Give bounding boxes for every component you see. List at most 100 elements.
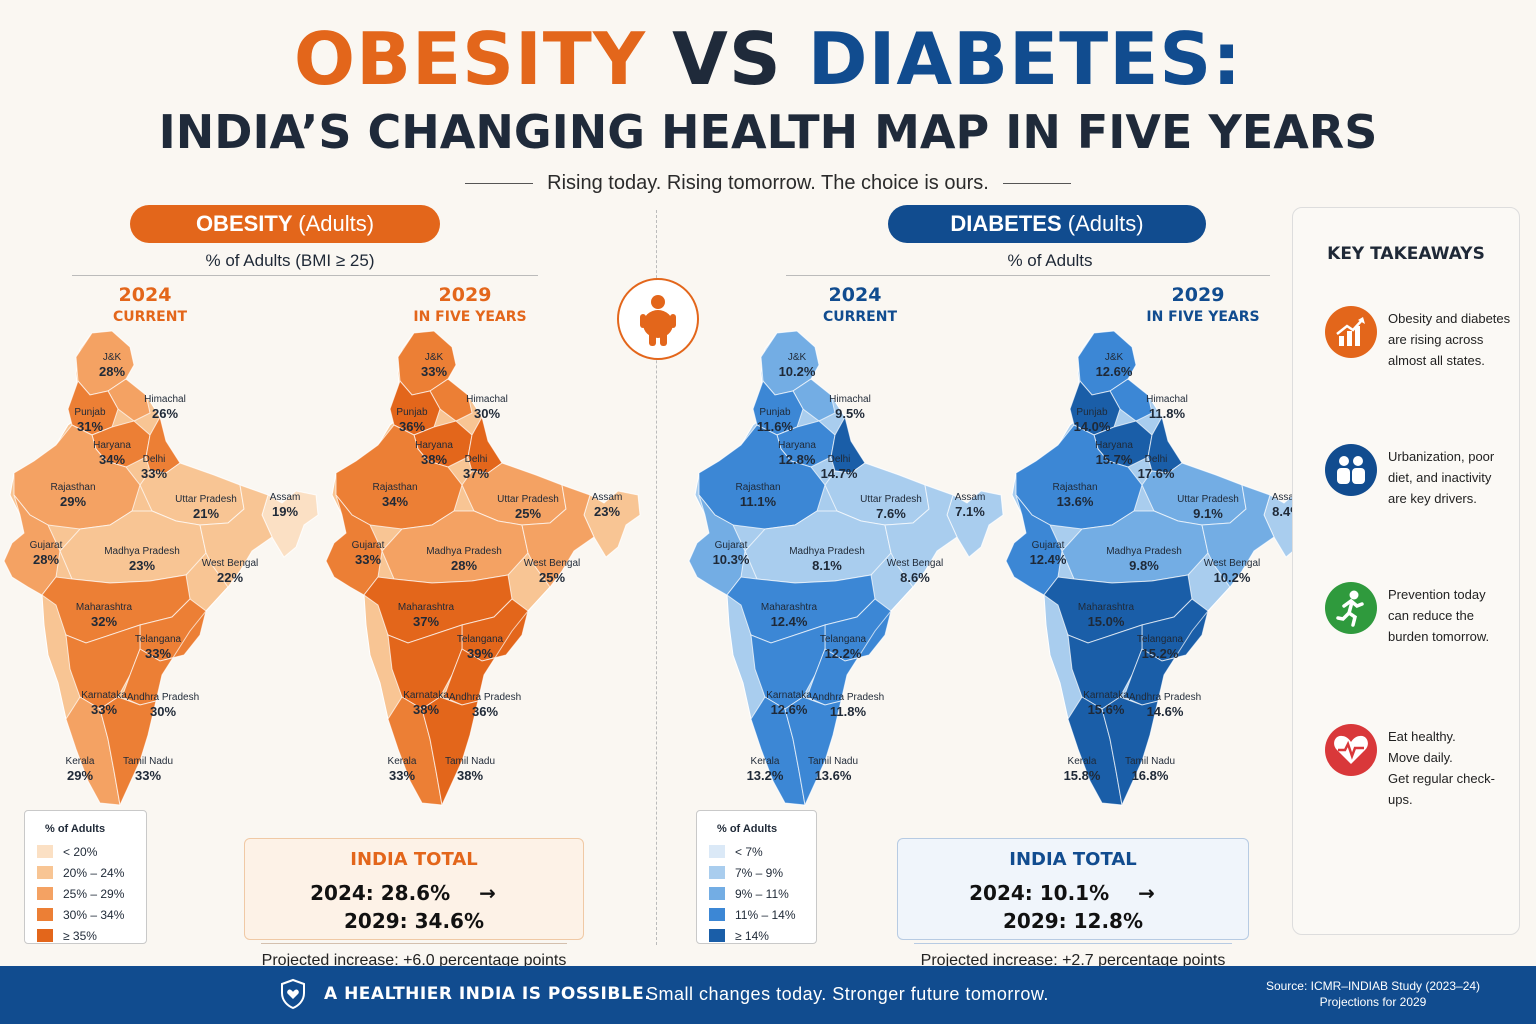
state-name: Himachal	[144, 394, 186, 405]
state-value: 37%	[462, 466, 490, 481]
state-name: Karnataka	[1083, 690, 1129, 701]
state-value: 11.6%	[756, 419, 794, 434]
diabetes-projected: Projected increase: +2.7 percentage poin…	[920, 952, 1226, 969]
state-name: Punjab	[74, 407, 106, 418]
state-name: West Bengal	[1203, 558, 1261, 569]
obesity-2029-region-tamil-nadu	[421, 696, 479, 807]
state-value: 38%	[456, 768, 484, 783]
state-value: 14.7%	[820, 466, 858, 481]
main-title: OBESITY VS DIABETES:	[0, 14, 1536, 104]
state-name: Madhya Pradesh	[789, 546, 865, 557]
state-value: 15.2%	[1141, 646, 1179, 661]
subtitle: INDIA’S CHANGING HEALTH MAP IN FIVE YEAR…	[158, 105, 1378, 159]
state-name: Madhya Pradesh	[1106, 546, 1182, 557]
shield-icon	[280, 978, 306, 1010]
state-name: Uttar Pradesh	[1177, 494, 1239, 505]
state-name: Gujarat	[351, 540, 385, 551]
state-value: 8.1%	[812, 558, 842, 573]
tagline: Rising today. Rising tomorrow. The choic…	[0, 170, 1536, 196]
diabetes-2024-label-kerala: Kerala 13.2%	[715, 755, 815, 783]
legend-label: < 20%	[63, 844, 98, 859]
state-name: Karnataka	[403, 690, 449, 701]
diabetes-year-2029: 2029	[1171, 284, 1225, 306]
state-name: Himachal	[466, 394, 508, 405]
arrow-icon: →	[479, 881, 496, 905]
state-value: 15.8%	[1063, 768, 1101, 783]
state-value: 10.3%	[712, 552, 750, 567]
diabetes-2029-region-andhra-pradesh	[1123, 610, 1209, 706]
footer-headline: A HEALTHIER INDIA IS POSSIBLE.	[324, 984, 652, 1004]
diabetes-rule	[786, 275, 1270, 276]
state-value: 23%	[128, 558, 156, 573]
tagline-rule-right	[1002, 183, 1071, 185]
state-value: 11.1%	[739, 494, 777, 509]
obesity-total-title: INDIA TOTAL	[350, 849, 478, 870]
diabetes-2024-label-uttar-pradesh: Uttar Pradesh 7.6%	[841, 493, 941, 521]
state-value: 29%	[59, 494, 87, 509]
center-divider	[656, 210, 657, 945]
diabetes-2029-label-haryana: Haryana 15.7%	[1064, 439, 1164, 467]
legend-label: 11% – 14%	[735, 907, 796, 922]
state-name: J&K	[424, 352, 444, 363]
state-name: Punjab	[1076, 407, 1108, 418]
legend-label: ≥ 35%	[63, 928, 97, 943]
takeaway-2: Urbanization, poor diet, and inactivity …	[1388, 446, 1518, 509]
state-name: Andhra Pradesh	[811, 692, 885, 703]
obesity-2024-label-uttar-pradesh: Uttar Pradesh 21%	[156, 493, 256, 521]
legend-swatch	[709, 845, 725, 858]
obesity-2024-label-gujarat: Gujarat 28%	[0, 539, 96, 567]
takeaway-3-line-1: Prevention today	[1388, 587, 1486, 602]
state-name: Maharashtra	[760, 602, 818, 613]
diabetes-2029-label-gujarat: Gujarat 12.4%	[998, 539, 1098, 567]
state-value: 22%	[216, 570, 244, 585]
state-value: 29%	[66, 768, 94, 783]
legend-label: 9% – 11%	[735, 886, 789, 901]
obesity-2024-label-maharashtra: Maharashtra 32%	[54, 601, 154, 629]
state-value: 13.6%	[1056, 494, 1094, 509]
state-name: Karnataka	[81, 690, 127, 701]
legend-swatch	[709, 908, 725, 921]
diabetes-2024-label-j-k: J&K 10.2%	[747, 351, 847, 379]
obesity-total-2029: 2029: 34.6%	[343, 909, 484, 933]
state-value: 23%	[593, 504, 621, 519]
obesity-2024-map	[3, 330, 319, 807]
state-name: Kerala	[65, 756, 95, 767]
state-name: Andhra Pradesh	[448, 692, 522, 703]
state-value: 34%	[98, 452, 126, 467]
obesity-2024-label-telangana: Telangana 33%	[108, 633, 208, 661]
state-name: Maharashtra	[1077, 602, 1135, 613]
diabetes-legend-row: 7% – 9%	[709, 862, 816, 883]
diabetes-2029-label-uttar-pradesh: Uttar Pradesh 9.1%	[1158, 493, 1258, 521]
state-value: 31%	[76, 419, 104, 434]
diabetes-2029-label-j-k: J&K 12.6%	[1064, 351, 1164, 379]
takeaway-3-line-2: can reduce the	[1388, 608, 1475, 623]
people-icon	[1325, 444, 1377, 496]
state-value: 28%	[98, 364, 126, 379]
state-value: 9.1%	[1193, 506, 1223, 521]
state-value: 38%	[420, 452, 448, 467]
state-name: Gujarat	[1031, 540, 1065, 551]
takeaway-4-line-1: Eat healthy.	[1388, 729, 1456, 744]
state-name: J&K	[1104, 352, 1124, 363]
state-value: 33%	[420, 364, 448, 379]
state-value: 14.6%	[1146, 704, 1184, 719]
obesity-2029-label-west-bengal: West Bengal 25%	[502, 557, 602, 585]
obesity-2029-label-punjab: Punjab 36%	[362, 406, 462, 434]
obesity-2024-label-west-bengal: West Bengal 22%	[180, 557, 280, 585]
state-value: 12.6%	[1095, 364, 1133, 379]
obesity-2029-label-andhra-pradesh: Andhra Pradesh 36%	[435, 691, 535, 719]
state-value: 33%	[144, 646, 172, 661]
state-value: 8.6%	[900, 570, 930, 585]
obesity-year-2029: 2029	[438, 284, 492, 306]
diabetes-2024-region-tamil-nadu	[784, 696, 842, 807]
diabetes-legend-row: 11% – 14%	[709, 904, 816, 925]
obesity-total-values: 2024: 28.6% → 2029: 34.6%	[245, 879, 583, 935]
state-name: Delhi	[142, 454, 166, 465]
state-name: Tamil Nadu	[1124, 756, 1176, 767]
tagline-text: Rising today. Rising tomorrow. The choic…	[547, 172, 989, 194]
diabetes-2029-label-kerala: Kerala 15.8%	[1032, 755, 1132, 783]
diabetes-2024-region-gujarat	[688, 494, 746, 596]
state-value: 9.8%	[1129, 558, 1159, 573]
state-value: 33%	[140, 466, 168, 481]
obesity-2024-label-rajasthan: Rajasthan 29%	[23, 481, 123, 509]
